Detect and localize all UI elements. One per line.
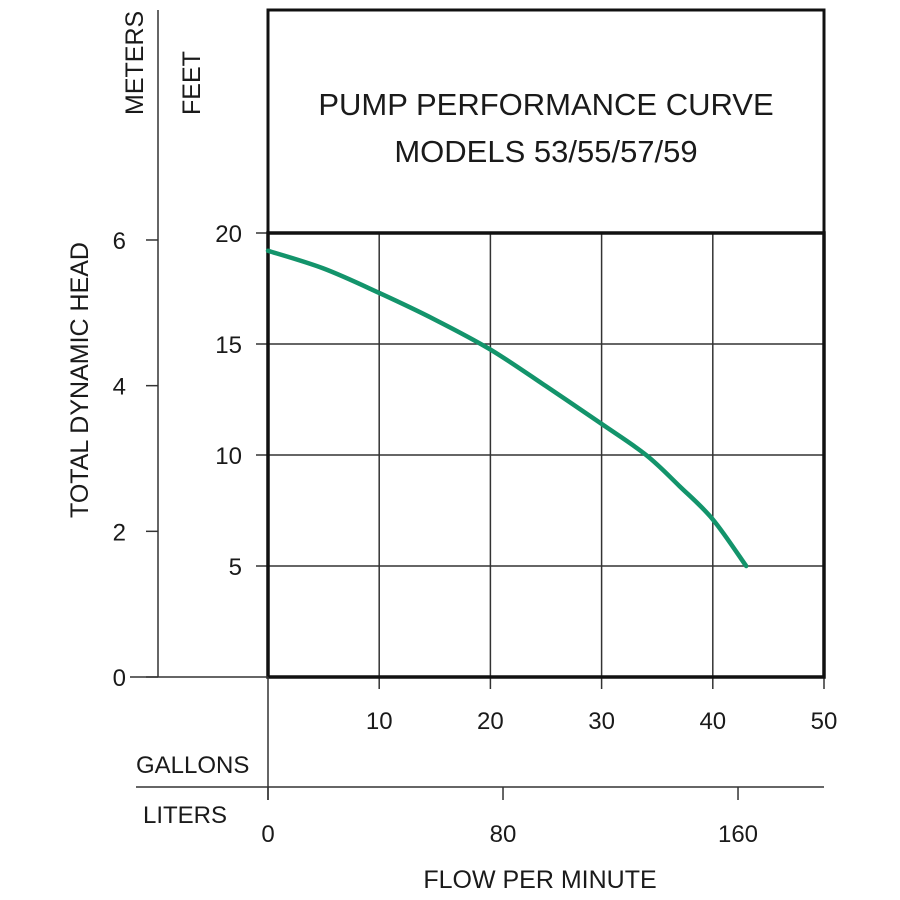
meters-tick-label: 4 bbox=[113, 374, 126, 401]
chart-subtitle: MODELS 53/55/57/59 bbox=[394, 134, 697, 169]
gallons-tick-label: 20 bbox=[477, 708, 504, 735]
liters-tick-label: 0 bbox=[261, 821, 274, 848]
axes bbox=[130, 10, 826, 800]
feet-tick-label: 10 bbox=[215, 443, 242, 470]
gallons-tick-label: 10 bbox=[366, 708, 393, 735]
series-layer bbox=[265, 248, 749, 569]
liters-tick-label: 80 bbox=[490, 821, 517, 848]
liters-tick-label: 160 bbox=[718, 821, 758, 848]
feet-tick-label: 15 bbox=[215, 332, 242, 359]
meters-tick-label: 0 bbox=[113, 665, 126, 692]
tick-labels: 5 10 15 20 10 20 30 40 50 0 2 4 6 0 80 160 bbox=[113, 221, 838, 848]
plot-frame bbox=[266, 231, 826, 679]
feet-axis-label: FEET bbox=[178, 51, 206, 115]
liters-axis-label: LITERS bbox=[143, 802, 227, 829]
meters-tick-label: 6 bbox=[113, 228, 126, 255]
x-axis-label: FLOW PER MINUTE bbox=[423, 866, 656, 894]
gallons-axis-label: GALLONS bbox=[136, 752, 249, 779]
meters-tick-label: 2 bbox=[113, 519, 126, 546]
gallons-tick-label: 30 bbox=[588, 708, 615, 735]
gallons-tick-label: 40 bbox=[699, 708, 726, 735]
feet-tick-label: 5 bbox=[229, 554, 242, 581]
grid bbox=[256, 232, 825, 689]
gallons-tick-label: 50 bbox=[811, 708, 838, 735]
chart-title: PUMP PERFORMANCE CURVE bbox=[318, 87, 773, 122]
y-axis-label: TOTAL DYNAMIC HEAD bbox=[66, 242, 94, 518]
pump-curve-line bbox=[265, 248, 749, 569]
meters-axis-label: METERS bbox=[121, 11, 149, 115]
feet-tick-label: 20 bbox=[215, 221, 242, 248]
